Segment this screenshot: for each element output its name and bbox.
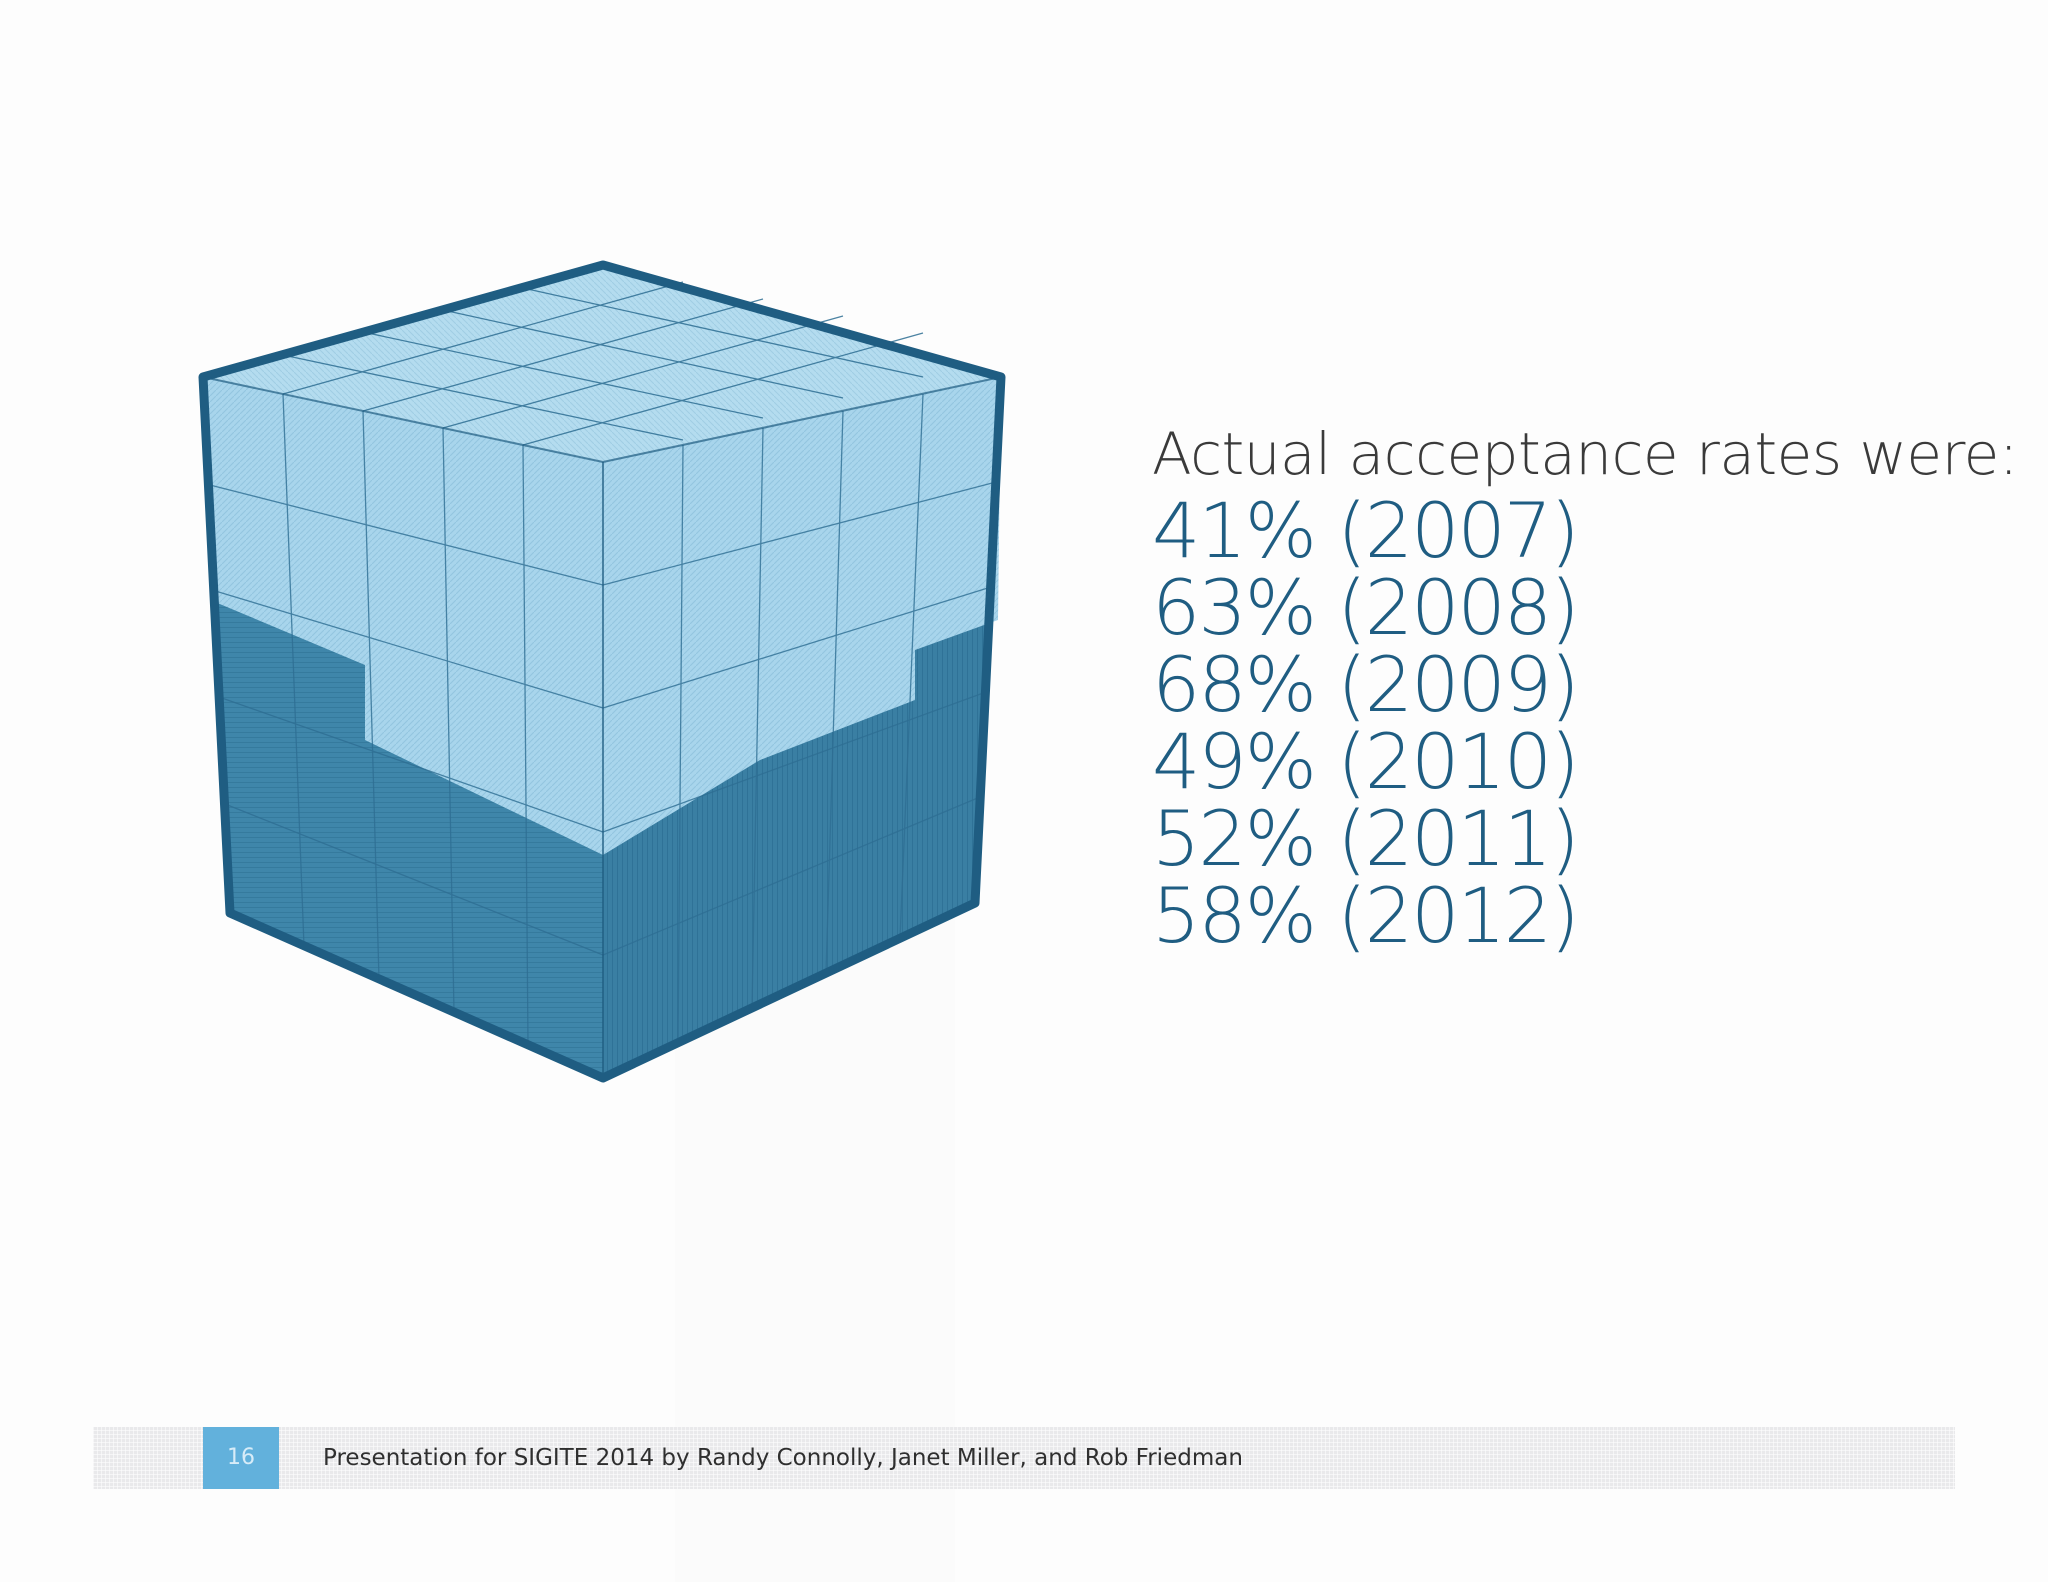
cube-top-face: [203, 265, 1001, 462]
rate-list: 41% (2007) 63% (2008) 68% (2009) 49% (20…: [1152, 492, 2012, 954]
rate-item: 63% (2008): [1152, 563, 1580, 652]
cube-left-face-light: [203, 377, 603, 855]
footer-credit: Presentation for SIGITE 2014 by Randy Co…: [323, 1445, 1243, 1471]
rate-item: 52% (2011): [1152, 794, 1580, 883]
slide-heading: Actual acceptance rates were:: [1152, 420, 2018, 488]
page-number-badge: 16: [203, 1427, 279, 1489]
rate-item: 58% (2012): [1152, 871, 1580, 960]
rate-item: 68% (2009): [1152, 640, 1580, 729]
cube-outline: [198, 260, 1006, 1083]
rate-item: 49% (2010): [1152, 717, 1580, 806]
rate-item: 41% (2007): [1152, 486, 1580, 575]
cube-right-face-light: [603, 377, 1001, 855]
footer-bar: 16 Presentation for SIGITE 2014 by Randy…: [93, 1427, 1955, 1489]
acceptance-rates-block: Actual acceptance rates were: 41% (2007)…: [1152, 418, 2018, 954]
cube-of-blocks-icon: [198, 260, 1006, 1083]
